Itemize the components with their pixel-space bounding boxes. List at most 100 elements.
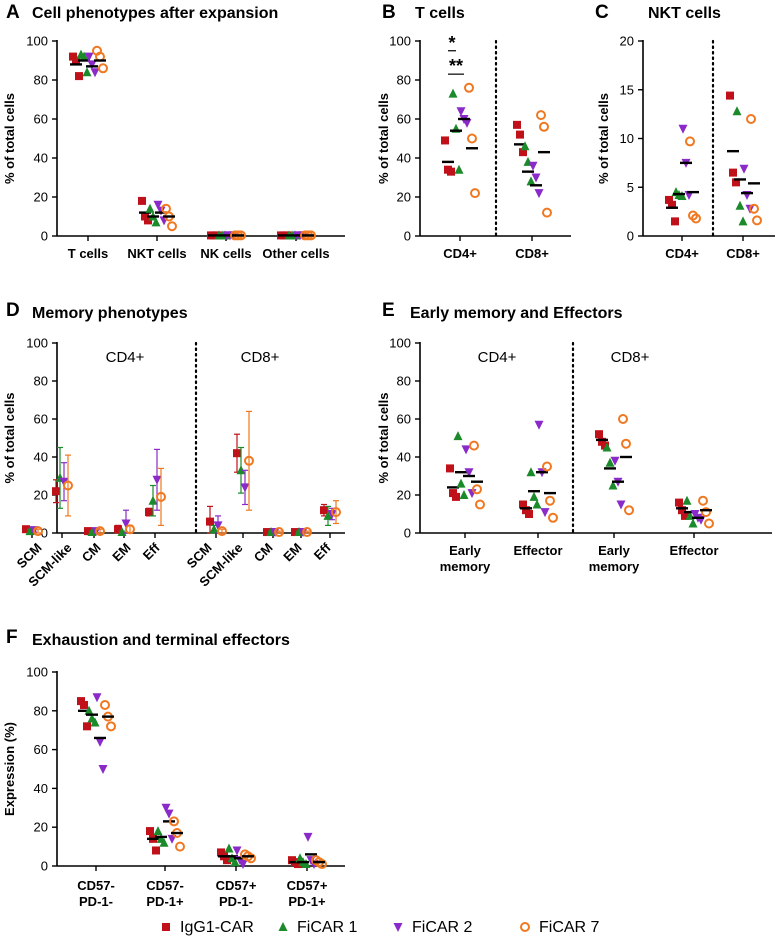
y-tick-label-e: 80	[397, 374, 411, 389]
data-point-a	[90, 68, 100, 78]
x-tick-label-f: CD57-	[77, 878, 115, 893]
data-point-a	[75, 72, 83, 81]
panel-label-c: C	[595, 2, 609, 23]
mean-point-d	[152, 475, 162, 485]
data-point-e	[525, 510, 533, 518]
panel-label-f: F	[6, 627, 18, 648]
y-tick-label-e: 100	[389, 336, 411, 351]
y-tick-label-d: 40	[34, 450, 48, 465]
mean-point-d	[22, 525, 30, 534]
group-label-e: CD4+	[478, 349, 517, 366]
legend-label: FiCAR 2	[412, 919, 473, 936]
mean-point-d	[240, 483, 250, 493]
x-tick-label-d: Eff	[140, 540, 163, 563]
legend-label: FiCAR 1	[297, 919, 358, 936]
data-point-e	[602, 442, 612, 452]
data-point-f	[317, 859, 327, 870]
data-point-e	[472, 484, 482, 495]
data-point-f	[232, 846, 242, 856]
data-point-f	[98, 765, 108, 774]
data-point-b	[447, 167, 455, 176]
mean-point-d	[294, 527, 304, 537]
data-point-e	[605, 457, 615, 467]
data-point-c	[739, 164, 749, 174]
y-tick-label-c: 15	[620, 82, 634, 97]
data-point-e	[704, 518, 714, 529]
data-point-f	[161, 803, 171, 813]
group-label-e: CD8+	[611, 349, 650, 366]
panel-title-f: Exhaustion and terminal effectors	[32, 632, 290, 649]
mean-point-d	[84, 527, 92, 536]
panel-label-b: B	[382, 2, 396, 23]
data-point-f	[230, 857, 240, 867]
mean-point-d	[244, 455, 254, 466]
y-tick-label-b: 80	[397, 73, 411, 88]
data-point-e	[548, 512, 558, 523]
legend-marker	[520, 922, 530, 932]
data-point-b	[531, 173, 541, 183]
significance-star-b: **	[449, 56, 463, 76]
panel-title-b: T cells	[415, 5, 465, 22]
data-point-e	[519, 500, 527, 509]
x-tick-label-d: EM	[109, 540, 133, 564]
data-point-e	[616, 500, 626, 510]
data-point-f	[95, 737, 105, 747]
y-axis-title-d: % of total cells	[2, 392, 17, 483]
x-tick-label-f: CD57-	[146, 878, 184, 893]
data-point-e	[675, 498, 683, 507]
x-tick-label-e: Effector	[513, 543, 562, 558]
panel-label-e: E	[382, 300, 395, 321]
panel-title-a: Cell phenotypes after expansion	[32, 5, 278, 22]
data-point-a	[145, 203, 155, 213]
data-point-e	[698, 495, 708, 506]
y-tick-label-a: 20	[34, 190, 48, 205]
mean-point-d	[63, 480, 73, 491]
mean-point-d	[236, 465, 246, 475]
data-point-f	[80, 700, 88, 709]
data-point-e	[601, 441, 609, 450]
data-point-c	[677, 191, 687, 201]
x-tick-label-e: Effector	[669, 543, 718, 558]
x-tick-label-d: Eff	[311, 540, 334, 563]
mean-point-d	[121, 519, 131, 529]
mean-point-d	[331, 507, 341, 518]
data-point-a	[151, 217, 161, 227]
data-point-b	[470, 188, 480, 199]
y-tick-label-d: 60	[34, 412, 48, 427]
legend-label: IgG1-CAR	[180, 919, 254, 936]
y-tick-label-c: 0	[627, 229, 634, 244]
data-point-a	[144, 216, 152, 225]
data-point-e	[545, 495, 555, 506]
mean-point-d	[114, 525, 122, 534]
y-tick-label-f: 80	[34, 703, 48, 718]
x-tick-label-f-line2: PD-1-	[219, 894, 253, 909]
data-point-b	[542, 207, 552, 218]
data-point-a	[82, 67, 92, 77]
y-tick-label-f: 100	[26, 665, 48, 680]
data-point-c	[665, 195, 673, 204]
data-point-b	[526, 176, 536, 186]
x-tick-label-d: CM	[251, 540, 276, 565]
data-point-c	[668, 200, 676, 209]
mean-point-d	[117, 527, 127, 537]
data-point-f	[83, 722, 91, 731]
data-point-c	[732, 178, 740, 187]
y-tick-label-c: 20	[620, 34, 634, 49]
data-point-e	[618, 414, 628, 424]
x-tick-label-b: CD4+	[443, 246, 477, 261]
data-point-e	[595, 430, 603, 439]
y-tick-label-b: 60	[397, 112, 411, 127]
data-point-f	[106, 721, 116, 732]
data-point-e	[526, 467, 536, 477]
x-tick-label-d: CM	[79, 540, 104, 565]
y-tick-label-d: 80	[34, 374, 48, 389]
data-point-e	[681, 511, 689, 520]
data-point-f	[146, 827, 154, 836]
data-point-c	[729, 168, 737, 177]
data-point-e	[475, 499, 485, 510]
data-point-a	[167, 221, 177, 232]
data-point-b	[516, 130, 524, 139]
data-point-f	[301, 859, 311, 869]
y-tick-label-f: 40	[34, 781, 48, 796]
significance-star-b: *	[448, 33, 455, 53]
